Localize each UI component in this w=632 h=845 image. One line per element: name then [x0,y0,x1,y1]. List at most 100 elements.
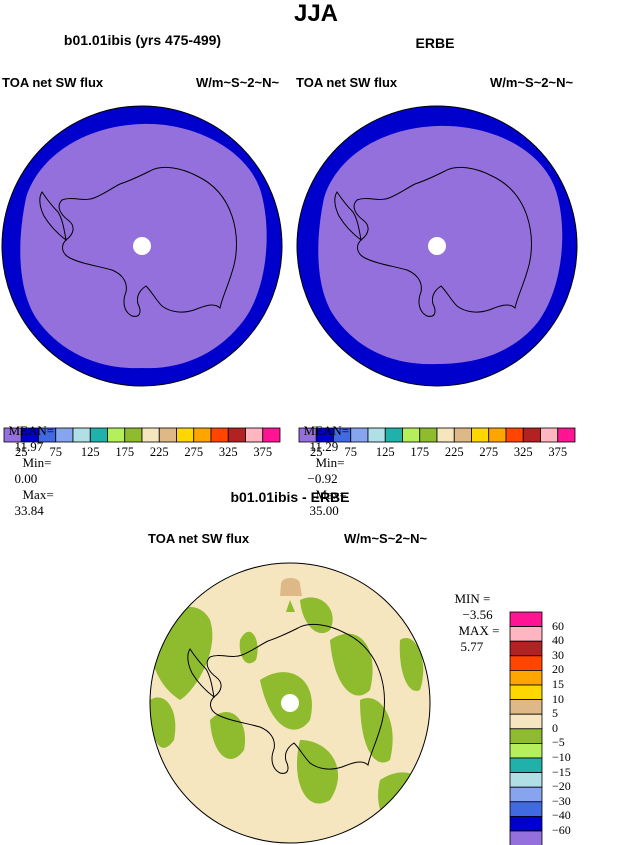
colorbar-diff-tick-label: −60 [552,823,571,837]
panel-right-variable: TOA net SW flux [296,75,398,90]
diff-stats-min-label: MIN = [454,591,491,606]
colorbar-left-tick-label: 175 [115,445,135,459]
colorbar-diff-swatch [509,640,543,657]
panel-left-title: b01.01ibis (yrs 475-499) [63,32,222,48]
colorbar-diff-swatch [509,699,543,715]
colorbar-diff-tick-label: −10 [552,750,571,764]
diff-units: W/m~S~2~N~ [344,531,428,546]
stats-left: MEAN= 11.97 Min= 0.00 Max= 33.84 [2,407,55,519]
colorbar-diff-tick-label: 20 [552,662,564,677]
colorbar-diff-tick-label: 10 [552,691,564,706]
map-right-border [296,105,578,387]
colorbar-right-tick-label: 225 [444,445,464,459]
panel-right-units: W/m~S~2~N~ [490,75,574,90]
colorbar-diff-swatch [509,743,543,759]
stats-right-max-label: Max= [315,487,347,502]
stats-right-mean: 11.29 [309,439,339,454]
stats-left-mean: 11.97 [14,439,44,454]
colorbar-right-swatch [453,427,472,443]
stats-right: MEAN= 11.29 Min= −0.92 Max= 35.00 [297,407,350,519]
map-diff-positive-patch [280,578,302,596]
panel-left-variable: TOA net SW flux [2,75,104,90]
map-left-border [1,105,283,387]
colorbar-right-swatch [436,427,455,443]
stats-left-max-label: Max= [22,487,54,502]
colorbar-right-tick-label: 75 [344,445,358,459]
colorbar-diff-tick-label: −40 [552,808,571,823]
colorbar-diff-swatch [509,786,543,803]
map-left [1,105,283,387]
colorbar-diff-swatch [509,816,543,832]
stats-right-mean-label: MEAN= [303,423,350,438]
colorbar-left-swatch [262,427,281,443]
stats-left-mean-label: MEAN= [8,423,55,438]
colorbar-diff-swatch [509,713,543,730]
colorbar-diff-swatch [509,830,543,845]
colorbar-left-tick-label: 225 [149,445,169,459]
colorbar-left-tick-label: 75 [49,445,63,459]
panel-left-units: W/m~S~2~N~ [196,75,280,90]
colorbar-diff [509,611,543,845]
colorbar-left-swatch [107,427,126,443]
colorbar-diff-tick-label: −30 [552,793,571,808]
colorbar-left-swatch [158,427,177,443]
diff-stats-max-label: MAX = [458,623,500,638]
map-diff-pole [281,694,299,712]
colorbar-left-tick-label: 125 [80,445,100,459]
colorbar-left-swatch [227,427,246,443]
colorbar-right-swatch [402,427,421,443]
colorbar-left-swatch [124,427,143,443]
colorbar-left-tick-label: 375 [253,445,273,459]
colorbar-right [298,427,576,443]
map-left-pole [133,237,151,255]
colorbar-right-tick-label: 375 [548,445,568,459]
stats-left-min-label: Min= [22,455,52,470]
diff-stats-min: −3.56 [462,607,493,622]
map-diff-border [149,562,431,844]
colorbar-diff-tick-label: −5 [552,735,565,750]
diff-stats: MIN = −3.56 MAX = 5.77 [448,575,500,655]
map-right-pole [428,237,446,255]
colorbar-diff-swatch [509,757,543,774]
colorbar-left-tick-label: 275 [184,445,204,459]
colorbar-diff-tick-label: 60 [552,618,564,633]
stats-right-min-label: Min= [315,455,345,470]
colorbar-diff-tick-label: −20 [552,779,571,794]
colorbar-left-swatch [193,427,212,443]
colorbar-right-tick-label: 175 [410,445,430,459]
colorbar-right-tick-label: 125 [375,445,395,459]
colorbar-diff-tick-label: 0 [552,720,558,735]
main-title: JJA [293,0,339,27]
colorbar-diff-swatch [509,611,543,628]
colorbar-right-swatch [367,427,386,443]
colorbar-right-tick-label: 275 [479,445,499,459]
colorbar-left-swatch [72,427,91,443]
colorbar-diff-swatch [509,655,543,671]
colorbar-left-swatch [210,427,229,443]
panel-right-title: ERBE [415,35,455,51]
colorbar-diff-tick-label: 5 [552,706,558,721]
colorbar-right-swatch [384,427,403,443]
colorbar-left-swatch [141,427,160,443]
colorbar-diff-swatch [509,626,543,642]
colorbar-left-swatch [176,427,195,443]
stats-right-max: 35.00 [309,503,339,518]
colorbar-diff-swatch [509,772,543,788]
colorbar-right-swatch [350,427,369,443]
colorbar-diff-swatch [509,801,543,817]
colorbar-diff-tick-label: 15 [552,677,564,691]
colorbar-right-swatch [419,427,438,443]
colorbar-left-swatch [89,427,108,443]
colorbar-diff-swatch [509,728,543,744]
colorbar-right-swatch [540,427,559,443]
colorbar-right-swatch [522,427,541,443]
colorbar-right-swatch [471,427,490,443]
colorbar-right-swatch [557,427,576,443]
colorbar-left-tick-label: 25 [15,445,28,459]
colorbar-left [3,427,281,443]
colorbar-right-swatch [505,427,524,443]
diff-stats-max: 5.77 [460,639,484,654]
colorbar-left-swatch [245,427,264,443]
colorbar-left-tick-label: 325 [218,445,238,459]
